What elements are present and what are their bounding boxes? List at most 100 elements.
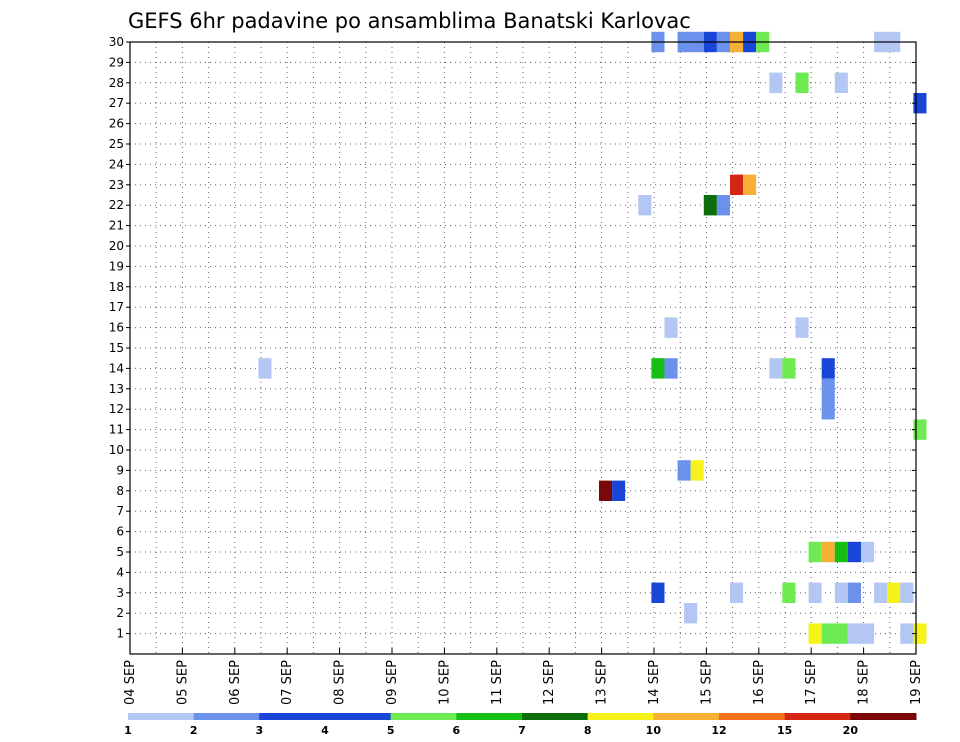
precip-cell [598,480,613,501]
y-tick-label: 5 [116,545,124,559]
precip-cell [716,195,730,216]
legend-swatch [522,713,589,720]
legend-label: 1 [124,724,132,737]
y-tick-label: 13 [109,382,124,396]
precip-cell [664,317,678,338]
precip-cell [729,582,744,603]
y-tick-label: 3 [116,586,124,600]
legend-label: 15 [777,724,792,737]
precip-cell [795,72,809,93]
legend-swatch [719,713,786,720]
legend-swatch [325,713,392,720]
y-tick-label: 25 [109,137,124,151]
legend-swatch [456,713,523,720]
legend-label: 8 [584,724,592,737]
legend-label: 2 [190,724,198,737]
precip-cell [874,582,888,603]
x-tick-label: 10 SEP [437,660,452,705]
legend-swatch [784,713,851,720]
y-tick-label: 14 [109,361,124,375]
precip-cell [821,623,848,644]
precip-cell [821,378,835,399]
legend-label: 20 [843,724,859,737]
legend-swatch [128,713,195,720]
y-tick-label: 8 [116,484,124,498]
x-tick-label: 16 SEP [752,660,767,705]
precip-cell [677,460,691,481]
precip-cell [834,72,848,93]
y-tick-label: 4 [116,565,124,579]
precip-cell [913,623,927,644]
legend-label: 7 [518,724,526,737]
precip-cell [913,93,927,114]
precip-cell [887,582,901,603]
x-tick-label: 17 SEP [804,660,819,705]
precip-cell [821,358,835,379]
precip-cell [769,358,783,379]
y-tick-label: 15 [109,341,124,355]
precip-cell [847,541,861,563]
legend-label: 10 [646,724,662,737]
precip-cell [834,541,848,563]
y-tick-label: 27 [109,96,124,110]
y-tick-label: 29 [109,55,124,69]
chart-title: GEFS 6hr padavine po ansamblima Banatski… [128,9,691,33]
precip-cell [258,358,272,379]
precip-cell [808,582,822,603]
legend-swatch [390,713,457,720]
x-tick-label: 14 SEP [647,660,662,705]
precip-cell [808,623,822,644]
y-tick-label: 2 [116,606,124,620]
precip-cell [847,582,861,603]
x-axis: 04 SEP 05 SEP 06 SEP 07 SEP 08 SEP 09 SEP 10 S… [123,648,924,705]
legend-label: 12 [711,724,726,737]
y-tick-label: 6 [116,525,124,539]
precip-cell [743,174,757,195]
y-tick-label: 17 [109,300,124,314]
y-tick-label: 9 [116,463,124,477]
precip-cell [651,358,665,379]
x-tick-label: 05 SEP [175,660,190,705]
precip-cell [808,541,822,563]
precip-cell [860,541,875,563]
precip-cell [821,541,835,563]
precip-cell [900,582,914,603]
precip-cell [847,623,875,644]
precip-cell [769,72,783,93]
precip-cell [664,358,678,379]
x-tick-label: 18 SEP [857,660,872,705]
legend-swatch [587,713,654,720]
y-tick-label: 10 [109,443,124,457]
y-tick-label: 24 [109,157,124,171]
legend-swatch [193,713,260,720]
y-tick-label: 18 [109,280,124,294]
y-tick-label: 12 [109,402,124,416]
precip-cell [782,358,796,379]
precip-cell [612,480,626,501]
y-tick-label: 11 [109,423,124,437]
precip-cell [638,195,652,216]
y-tick-label: 1 [116,627,124,641]
legend-label: 5 [387,724,395,737]
grid-lines [130,41,916,654]
y-tick-label: 16 [109,321,124,335]
y-tick-label: 21 [109,219,124,233]
y-tick-label: 20 [109,239,124,253]
x-tick-label: 08 SEP [333,660,348,705]
x-tick-label: 13 SEP [595,660,610,705]
legend-swatch [259,713,326,720]
legend-label: 4 [321,724,329,737]
color-legend: 1 2 3 4 5 6 7 8 10 12 15 20 [124,713,917,737]
y-tick-label: 19 [109,259,124,273]
y-tick-label: 22 [109,198,124,212]
y-axis: 1234567891011121314151617181920212223242… [109,35,916,641]
x-tick-label: 09 SEP [385,660,400,705]
x-tick-label: 12 SEP [542,660,557,705]
y-tick-label: 7 [116,504,124,518]
precip-cell [782,582,796,603]
precip-cell [684,603,698,624]
legend-label: 6 [453,724,461,737]
legend-swatch [850,713,917,720]
y-tick-label: 26 [109,117,124,131]
